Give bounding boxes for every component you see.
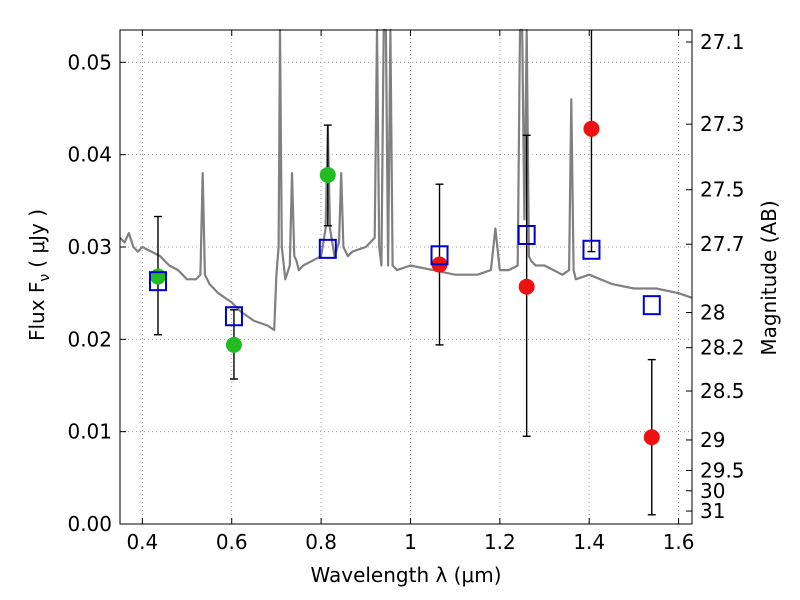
y-tick-label: 0.02 [67,327,112,351]
x-tick-label: 1.2 [484,530,516,554]
model-square-marker [582,239,601,260]
y-tick-label: 0.05 [67,50,112,74]
axis-ticks: 0.4 0.6 0.8 1 1.2 1.4 1.6 0.00 0.01 0.02 0.03 0.04 0… [67,30,745,554]
green-data-point [225,336,242,353]
y2-tick-label: 27.5 [700,178,745,202]
y2-tick-label: 31 [700,499,725,523]
spectrum-series [119,28,693,332]
y2-tick-label: 29 [700,428,725,452]
y2-tick-label: 28.2 [700,336,745,360]
y-tick-label: 0.01 [67,420,112,444]
data-points [148,120,661,446]
red-data-point [643,429,660,446]
spectrum-line [119,28,693,332]
model-square-marker [517,224,536,245]
model-square-marker [430,245,449,266]
x-axis-label: Wavelength λ (μm) [310,563,501,587]
green-data-point [149,268,166,285]
y-tick-label: 0.04 [67,143,112,167]
x-tick-label: 1 [404,530,417,554]
model-square-marker [224,306,243,327]
model-square-marker [318,238,337,259]
x-tick-label: 1.6 [663,530,695,554]
green-data-point [319,166,336,183]
y2-axis-label: Magnitude (AB) [757,200,781,355]
y2-tick-label: 27.3 [700,112,745,136]
model-square-marker [642,295,661,316]
x-tick-label: 0.6 [216,530,248,554]
model-square-marker [148,271,167,292]
y-tick-label: 0.03 [67,235,112,259]
x-tick-label: 0.8 [305,530,337,554]
plot-frame [119,29,693,525]
red-data-point [518,278,535,295]
y2-tick-label: 30 [700,479,725,503]
y2-tick-label: 28 [700,301,725,325]
y-axis-label-main: Flux F [25,282,49,341]
red-data-point [583,120,600,137]
y2-tick-label: 27.1 [700,30,745,54]
x-tick-label: 1.4 [573,530,605,554]
y2-tick-label: 29.5 [700,458,745,482]
y2-tick-label: 27.7 [700,232,745,256]
y2-tick-label: 28.5 [700,379,745,403]
x-tick-label: 0.4 [126,530,158,554]
error-bars [153,30,656,516]
y-tick-label: 0.00 [67,512,112,536]
y-axis-label-subscript: ν [37,274,53,282]
y-axis-label-unit: ( μJy ) [25,209,49,268]
y-axis-label: Flux Fν ( μJy ) [25,209,53,341]
